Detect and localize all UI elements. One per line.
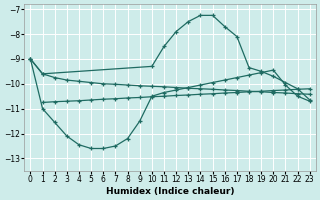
X-axis label: Humidex (Indice chaleur): Humidex (Indice chaleur) (106, 187, 234, 196)
